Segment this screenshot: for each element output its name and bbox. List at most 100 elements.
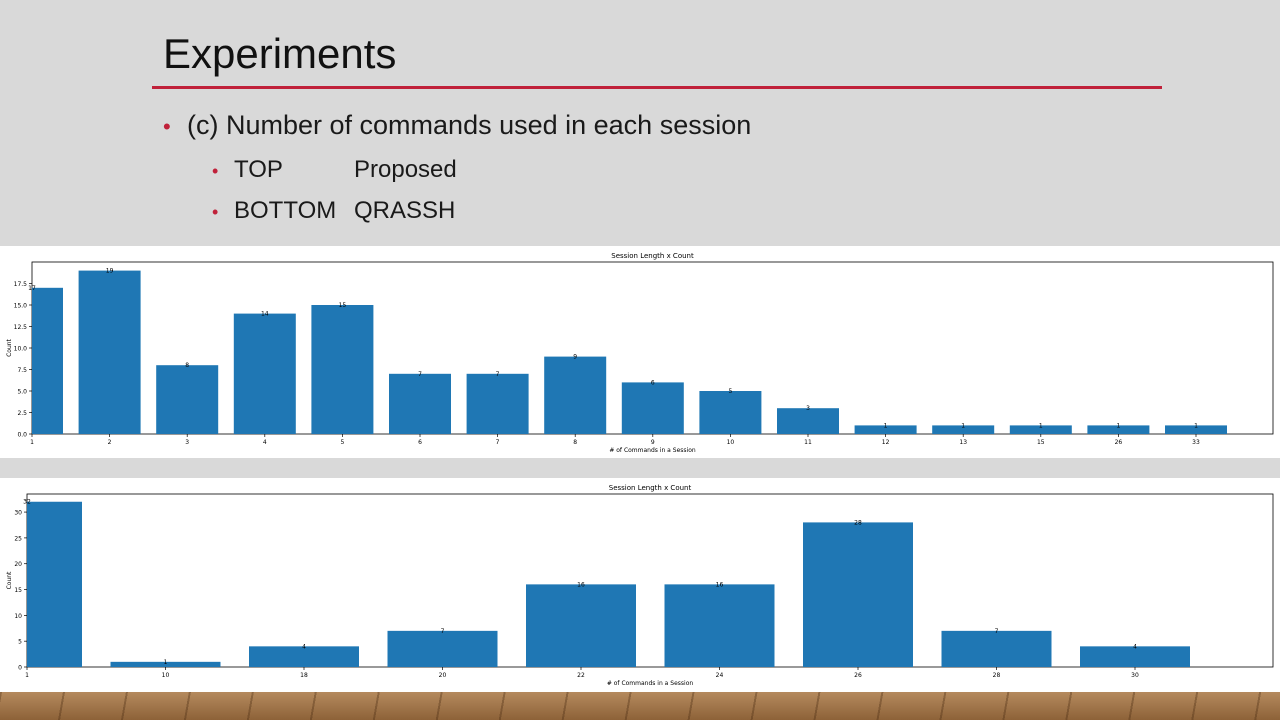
data-label: 8: [185, 362, 189, 369]
bar-15: [1009, 425, 1072, 434]
x-tick-label: 30: [1131, 672, 1139, 679]
y-tick-label: 17.5: [14, 281, 28, 288]
data-label: 4: [1133, 643, 1137, 650]
y-tick-label: 25: [14, 535, 22, 542]
bullet-top-value: Proposed: [354, 156, 457, 183]
data-label: 17: [28, 285, 36, 292]
x-tick-label: 2: [108, 439, 112, 446]
bar-28: [941, 630, 1052, 667]
bar-12: [854, 425, 917, 434]
bar-11: [777, 408, 839, 434]
chart-title: Session Length x Count: [611, 252, 694, 260]
x-tick-label: 4: [263, 439, 267, 446]
bar-8: [544, 356, 607, 434]
bar-1: [32, 287, 63, 434]
y-axis-label: Count: [6, 571, 13, 589]
y-tick-label: 15: [14, 587, 22, 594]
x-tick-label: 9: [651, 439, 655, 446]
data-label: 14: [261, 311, 269, 318]
bar-26: [803, 522, 913, 667]
bar-1: [27, 501, 82, 667]
data-label: 28: [854, 519, 862, 526]
x-tick-label: 3: [185, 439, 189, 446]
y-tick-label: 10.0: [14, 346, 28, 353]
chart-title: Session Length x Count: [609, 484, 692, 492]
bar-10: [110, 661, 221, 667]
data-label: 16: [716, 581, 724, 588]
data-label: 1: [1116, 422, 1120, 429]
plot-frame: [26, 493, 1274, 668]
bar-chart-proposed: Session Length x Count # of Commands in a…: [6, 252, 1274, 454]
y-tick-label: 5: [18, 639, 22, 646]
data-label: 9: [573, 354, 577, 361]
bullet-bottom: • BOTTOM QRASSH: [212, 197, 455, 225]
data-label: 5: [728, 388, 732, 395]
bar-5: [311, 305, 374, 434]
y-tick-label: 20: [14, 561, 22, 568]
y-tick-label: 12.5: [14, 324, 28, 331]
bar-26: [1087, 425, 1150, 434]
data-label: 19: [106, 268, 114, 275]
bar-2: [78, 270, 141, 434]
bullet-dot-icon: •: [212, 202, 219, 222]
chart-panel-proposed: Session Length x Count # of Commands in a…: [0, 246, 1280, 458]
x-tick-label: 11: [804, 439, 812, 446]
x-tick-label: 7: [496, 439, 500, 446]
data-label: 32: [23, 499, 31, 506]
y-tick-label: 0.0: [17, 432, 27, 439]
x-tick-label: 22: [577, 672, 585, 679]
x-tick-label: 24: [716, 672, 724, 679]
x-axis-label: # of Commands in a Session: [609, 447, 696, 454]
chart-panel-qrassh: Session Length x Count # of Commands in a…: [0, 478, 1280, 692]
x-tick-label: 28: [993, 672, 1001, 679]
bar-24: [664, 584, 775, 667]
y-tick-label: 2.5: [17, 410, 27, 417]
x-tick-label: 6: [418, 439, 422, 446]
bullet-top: • TOP Proposed: [212, 156, 457, 184]
bullet-top-label: TOP: [234, 156, 283, 183]
y-axis-label: Count: [6, 338, 13, 356]
wood-floor-decoration: [0, 692, 1280, 720]
x-tick-label: 5: [340, 439, 344, 446]
data-label: 16: [577, 581, 585, 588]
y-tick-label: 15.0: [14, 303, 28, 310]
bar-6: [389, 373, 451, 434]
bullet-bottom-value: QRASSH: [354, 197, 456, 224]
bar-4: [233, 313, 296, 434]
y-tick-label: 7.5: [17, 367, 27, 374]
y-tick-label: 10: [14, 613, 22, 620]
bar-7: [466, 373, 529, 434]
data-label: 7: [995, 628, 999, 635]
bar-3: [156, 365, 219, 434]
data-label: 4: [302, 643, 306, 650]
title-underline: [152, 86, 1162, 89]
bullet-dot-icon: •: [163, 114, 171, 139]
bar-22: [526, 584, 636, 667]
bullet-main: • (c) Number of commands used in each se…: [163, 110, 752, 141]
bar-30: [1080, 646, 1190, 667]
data-label: 7: [418, 371, 422, 378]
x-tick-label: 13: [959, 439, 967, 446]
x-tick-label: 26: [1115, 439, 1123, 446]
data-label: 1: [961, 422, 965, 429]
data-label: 1: [1039, 422, 1043, 429]
data-label: 1: [164, 659, 168, 666]
x-tick-label: 8: [573, 439, 577, 446]
bar-18: [249, 646, 359, 667]
data-label: 7: [441, 628, 445, 635]
bar-9: [621, 382, 684, 434]
x-tick-label: 20: [439, 672, 447, 679]
y-tick-label: 0: [18, 665, 22, 672]
x-tick-label: 1: [25, 672, 29, 679]
bullet-dot-icon: •: [212, 161, 219, 181]
x-tick-label: 15: [1037, 439, 1045, 446]
data-label: 6: [651, 379, 655, 386]
x-tick-label: 10: [727, 439, 735, 446]
bullet-main-text: (c) Number of commands used in each sess…: [187, 110, 752, 140]
bar-33: [1165, 425, 1227, 434]
y-tick-label: 30: [14, 510, 22, 517]
x-tick-label: 10: [162, 672, 170, 679]
data-label: 15: [339, 302, 347, 309]
bar-chart-qrassh: Session Length x Count # of Commands in a…: [6, 484, 1274, 687]
data-label: 3: [806, 405, 810, 412]
